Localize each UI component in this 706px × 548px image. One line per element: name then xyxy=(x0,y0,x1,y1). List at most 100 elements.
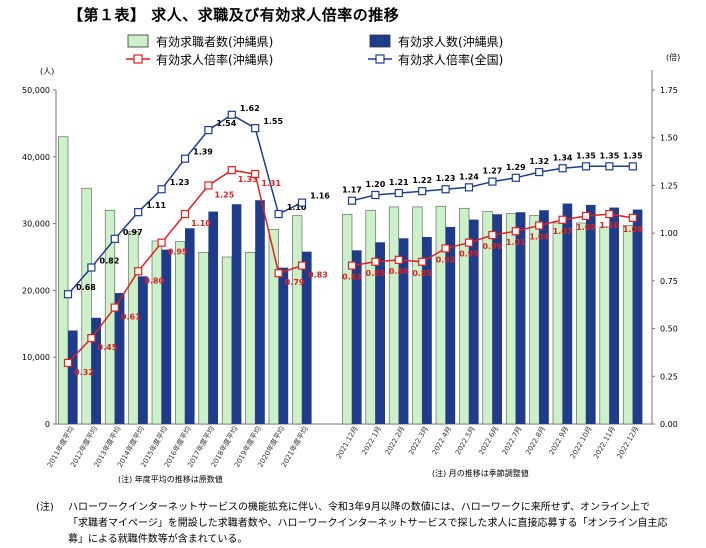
bar-job-seekers xyxy=(599,226,610,425)
okinawa-ratio-label: 1.07 xyxy=(553,227,573,236)
bar-job-offers xyxy=(562,203,573,424)
national-ratio-label: 1.32 xyxy=(529,157,549,166)
bar-job-offers xyxy=(422,236,432,424)
okinawa-ratio-label: 1.01 xyxy=(506,238,526,247)
legend-label: 有効求職者数(沖縄県) xyxy=(156,34,273,49)
national-ratio-point xyxy=(605,162,614,171)
national-ratio-label: 1.29 xyxy=(506,163,526,172)
national-ratio-point xyxy=(394,188,403,198)
national-ratio-label: 1.27 xyxy=(483,167,503,176)
bar-job-offers xyxy=(352,250,362,424)
bar-job-seekers xyxy=(435,205,446,425)
national-ratio-label: 1.62 xyxy=(240,104,260,113)
national-ratio-label: 1.55 xyxy=(263,117,283,126)
okinawa-ratio-point xyxy=(605,209,614,219)
bar-job-seekers xyxy=(104,209,116,425)
okinawa-ratio-label: 0.85 xyxy=(412,269,432,278)
bar-job-offers xyxy=(375,242,385,424)
bar-job-seekers xyxy=(576,222,587,425)
left-tick-label: 40,000 xyxy=(22,153,50,162)
legend-marker xyxy=(375,54,385,64)
left-tick-label: 50,000 xyxy=(22,86,50,95)
national-ratio-point xyxy=(581,162,591,171)
bar-job-offers xyxy=(398,238,409,424)
okinawa-ratio-point xyxy=(134,267,143,276)
right-tick-label: 0.50 xyxy=(660,325,678,334)
okinawa-ratio-point xyxy=(157,238,166,247)
category-label: 2022.9月 xyxy=(548,425,571,456)
chart-title: 【第１表】 求人、求職及び有効求人倍率の推移 xyxy=(68,6,400,24)
national-ratio-label: 1.34 xyxy=(553,153,573,162)
okinawa-ratio-point xyxy=(347,261,357,270)
okinawa-ratio-point xyxy=(251,169,260,179)
legend-label: 有効求人倍率(沖縄県) xyxy=(156,52,273,67)
category-label: 2022.2月 xyxy=(384,425,407,456)
bar-job-offers xyxy=(185,228,195,424)
okinawa-ratio-point xyxy=(418,257,427,266)
bar-job-offers xyxy=(231,204,242,424)
bar-job-seekers xyxy=(342,213,353,425)
okinawa-ratio-label: 0.32 xyxy=(74,368,94,377)
okinawa-ratio-label: 1.10 xyxy=(600,221,620,230)
national-ratio-point xyxy=(87,263,96,272)
category-label: 2022.8月 xyxy=(524,425,547,456)
okinawa-ratio-label: 0.83 xyxy=(308,271,328,280)
bar-job-seekers xyxy=(412,206,423,425)
okinawa-ratio-label: 0.99 xyxy=(483,242,503,251)
national-ratio-label: 1.39 xyxy=(193,148,213,157)
bar-job-seekers xyxy=(529,215,540,425)
legend-swatch xyxy=(127,34,149,48)
category-label: 2022.4月 xyxy=(431,425,454,456)
left-tick-label: 0 xyxy=(45,420,50,429)
category-label: 2022.10月 xyxy=(569,425,594,460)
right-tick-label: 0.25 xyxy=(660,372,678,381)
okinawa-ratio-point xyxy=(581,211,591,221)
okinawa-ratio-point xyxy=(535,221,544,230)
national-ratio-point xyxy=(204,125,213,135)
okinawa-ratio-label: 0.85 xyxy=(366,269,386,278)
bar-job-offers xyxy=(278,267,289,424)
national-ratio-label: 1.11 xyxy=(146,201,166,210)
national-ratio-point xyxy=(371,190,380,200)
right-axis-unit: (倍) xyxy=(666,52,680,62)
okinawa-ratio-label: 0.79 xyxy=(285,278,305,287)
category-label: 2022.11月 xyxy=(592,425,617,460)
bar-job-seekers xyxy=(268,229,279,425)
left-tick-label: 20,000 xyxy=(22,286,50,295)
national-ratio-point xyxy=(227,110,236,119)
bar-job-offers xyxy=(539,210,549,424)
okinawa-ratio-point xyxy=(488,230,497,240)
national-ratio-label: 0.97 xyxy=(123,228,143,237)
bar-job-offers xyxy=(161,249,172,424)
national-ratio-point xyxy=(558,164,567,173)
okinawa-ratio-label: 1.31 xyxy=(261,179,281,188)
okinawa-ratio-point xyxy=(628,213,637,222)
annual-note: (注) 年度平均の推移は原数値 xyxy=(118,475,223,484)
okinawa-ratio-point xyxy=(558,215,567,224)
national-ratio-label: 1.35 xyxy=(576,151,596,160)
bar-job-seekers xyxy=(58,136,69,425)
right-tick-label: 1.75 xyxy=(660,86,678,95)
national-ratio-point xyxy=(134,208,143,217)
okinawa-ratio-point xyxy=(371,257,380,266)
okinawa-ratio-label: 0.86 xyxy=(389,267,409,276)
left-tick-label: 30,000 xyxy=(22,220,50,229)
national-ratio-point xyxy=(297,198,307,207)
okinawa-ratio-point xyxy=(63,358,73,368)
national-ratio-point xyxy=(441,185,450,194)
bar-job-seekers xyxy=(81,187,92,425)
bar-job-seekers xyxy=(622,225,634,425)
bar-job-offers xyxy=(632,209,643,424)
right-tick-label: 1.50 xyxy=(660,134,678,143)
national-ratio-label: 1.16 xyxy=(310,192,330,201)
category-label: 2022.7月 xyxy=(501,425,524,456)
national-ratio-point xyxy=(274,209,283,219)
national-ratio-point xyxy=(464,183,474,192)
bar-job-offers xyxy=(68,330,78,424)
right-tick-label: 1.00 xyxy=(660,229,678,238)
bar-job-offers xyxy=(208,211,218,424)
national-ratio-label: 0.82 xyxy=(100,256,120,265)
bar-job-offers xyxy=(302,251,312,424)
okinawa-ratio-label: 0.95 xyxy=(168,248,188,257)
national-ratio-label: 1.17 xyxy=(342,186,362,195)
